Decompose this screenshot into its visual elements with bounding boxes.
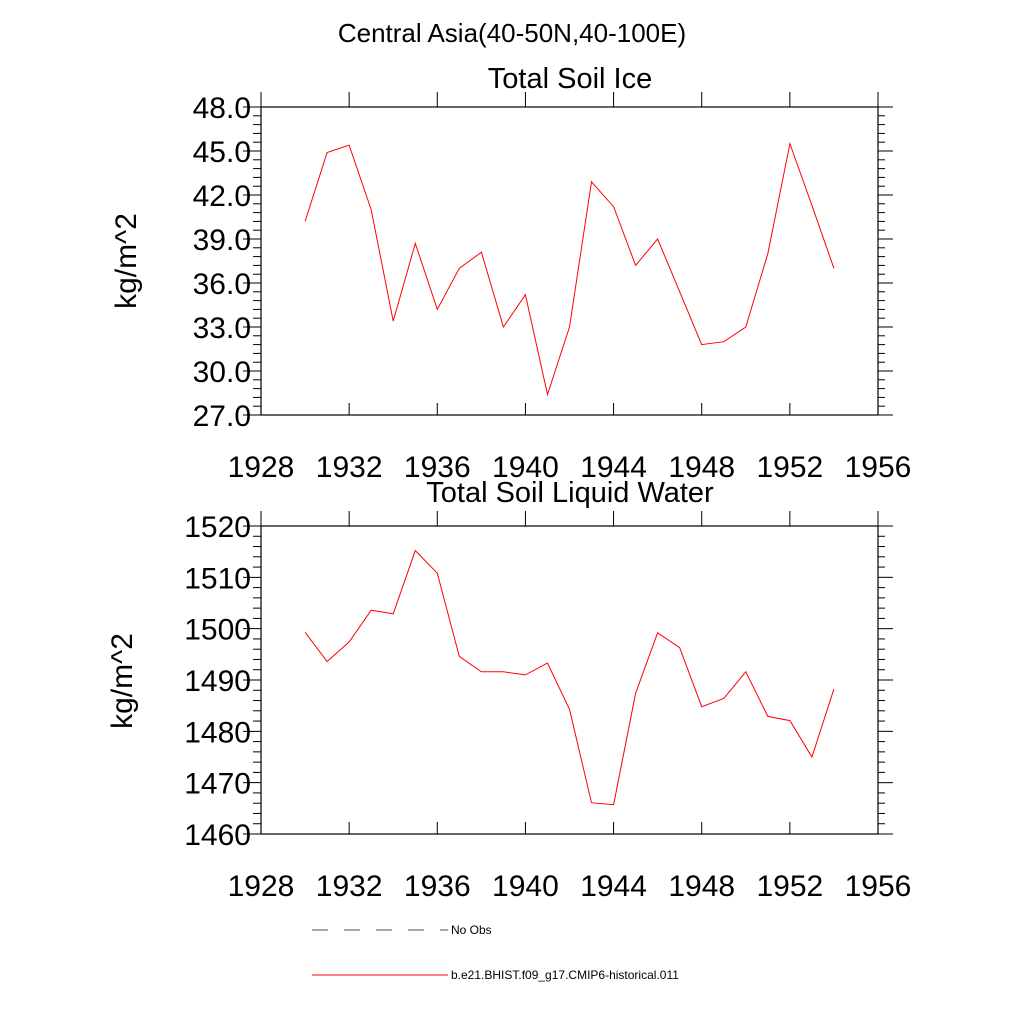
legend: No Obs b.e21.BHIST.f09_g17.CMIP6-histori… [312, 923, 679, 982]
y-axis-label: kg/m^2 [106, 633, 139, 729]
y-tick-label: 39.0 [193, 224, 251, 257]
legend-label-no-obs: No Obs [451, 923, 492, 937]
y-tick-label: 1470 [184, 768, 251, 801]
y-tick-label: 1490 [184, 665, 251, 698]
x-tick-label: 1928 [228, 451, 295, 484]
x-tick-label: 1944 [580, 451, 647, 484]
x-tick-label: 1940 [492, 870, 559, 903]
x-tick-label: 1936 [404, 451, 471, 484]
x-tick-label: 1936 [404, 870, 471, 903]
y-tick-label: 1520 [184, 511, 251, 544]
panel-title: Total Soil Ice [488, 63, 652, 95]
y-tick-label: 27.0 [193, 400, 251, 433]
y-tick-label: 1500 [184, 614, 251, 647]
y-axis-label: kg/m^2 [110, 213, 143, 309]
plot-frame [260, 106, 879, 416]
x-tick-label: 1956 [845, 451, 912, 484]
x-tick-label: 1940 [492, 451, 559, 484]
series-line [304, 141, 835, 397]
y-tick-label: 1460 [184, 819, 251, 852]
figure-title: Central Asia(40-50N,40-100E) [338, 18, 686, 48]
y-tick-label: 36.0 [193, 268, 251, 301]
x-tick-label: 1944 [580, 870, 647, 903]
x-tick-label: 1948 [668, 451, 735, 484]
x-tick-label: 1932 [316, 870, 383, 903]
x-tick-label: 1956 [845, 870, 912, 903]
panel-title: Total Soil Liquid Water [426, 477, 714, 509]
y-tick-label: 45.0 [193, 136, 251, 169]
y-tick-label: 1510 [184, 562, 251, 595]
x-tick-label: 1952 [756, 870, 823, 903]
y-tick-label: 30.0 [193, 356, 251, 389]
x-tick-label: 1928 [228, 870, 295, 903]
y-tick-label: 1480 [184, 716, 251, 749]
x-tick-label: 1932 [316, 451, 383, 484]
y-tick-label: 48.0 [193, 92, 251, 125]
x-tick-label: 1952 [756, 451, 823, 484]
x-tick-label: 1948 [668, 870, 735, 903]
panel-soil-liquid-water: Total Soil Liquid Water kg/m^2 1928 1932 1… [106, 477, 911, 903]
legend-label-model: b.e21.BHIST.f09_g17.CMIP6-historical.011 [451, 968, 679, 982]
y-tick-label: 42.0 [193, 180, 251, 213]
series-line [304, 549, 835, 806]
y-tick-label: 33.0 [193, 312, 251, 345]
panel-soil-ice: Total Soil Ice kg/m^2 1928 1932 1936 1940 19… [110, 63, 911, 484]
